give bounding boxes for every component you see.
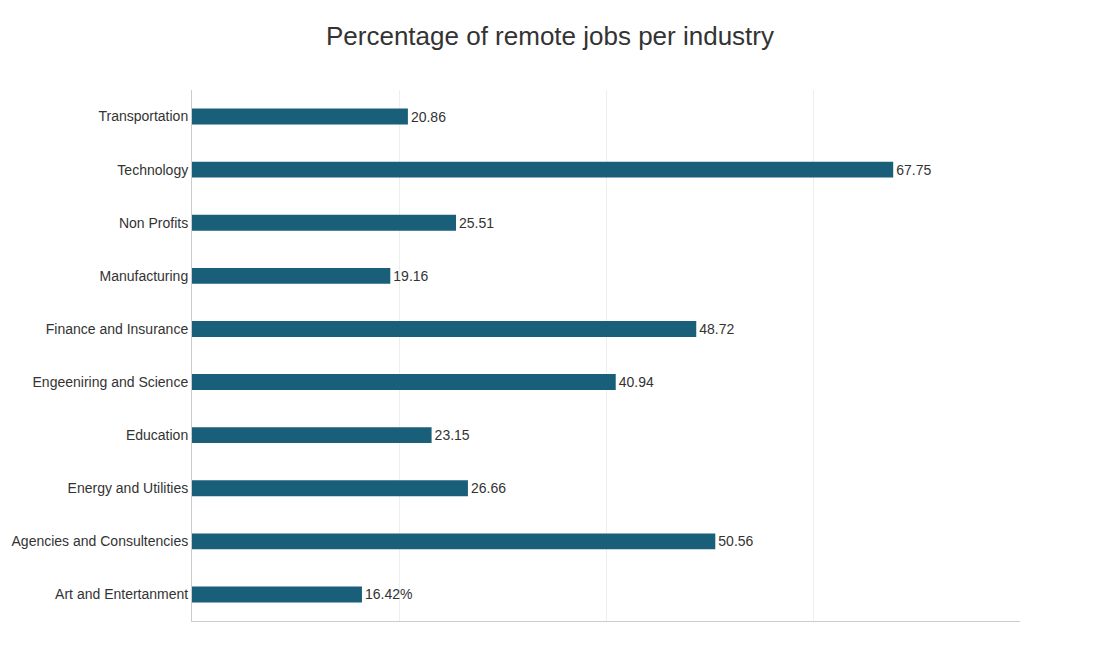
svg-text:20.86: 20.86 [411,109,446,125]
svg-text:26.66: 26.66 [471,480,506,496]
svg-text:Energy and Utilities: Energy and Utilities [68,480,189,496]
svg-text:25.51: 25.51 [459,215,494,231]
svg-text:50.56: 50.56 [718,533,753,549]
svg-text:Agencies and Consultencies: Agencies and Consultencies [12,533,189,549]
svg-text:Manufacturing: Manufacturing [99,268,188,284]
svg-text:Engeeniring and Science: Engeeniring and Science [33,374,189,390]
svg-text:19.16: 19.16 [393,268,428,284]
svg-text:Art and Entertanment: Art and Entertanment [55,586,188,602]
svg-text:Non Profits: Non Profits [119,215,188,231]
svg-text:40.94: 40.94 [619,374,654,390]
svg-text:Finance and Insurance: Finance and Insurance [46,321,189,337]
svg-text:67.75: 67.75 [896,162,931,178]
svg-text:Education: Education [126,427,188,443]
svg-text:23.15: 23.15 [435,427,470,443]
svg-text:Technology: Technology [117,162,188,178]
svg-text:16.42%: 16.42% [365,586,412,602]
svg-text:Transportation: Transportation [98,108,188,124]
svg-text:48.72: 48.72 [699,321,734,337]
svg-text:Percentage of remote jobs per: Percentage of remote jobs per industry [326,21,774,51]
